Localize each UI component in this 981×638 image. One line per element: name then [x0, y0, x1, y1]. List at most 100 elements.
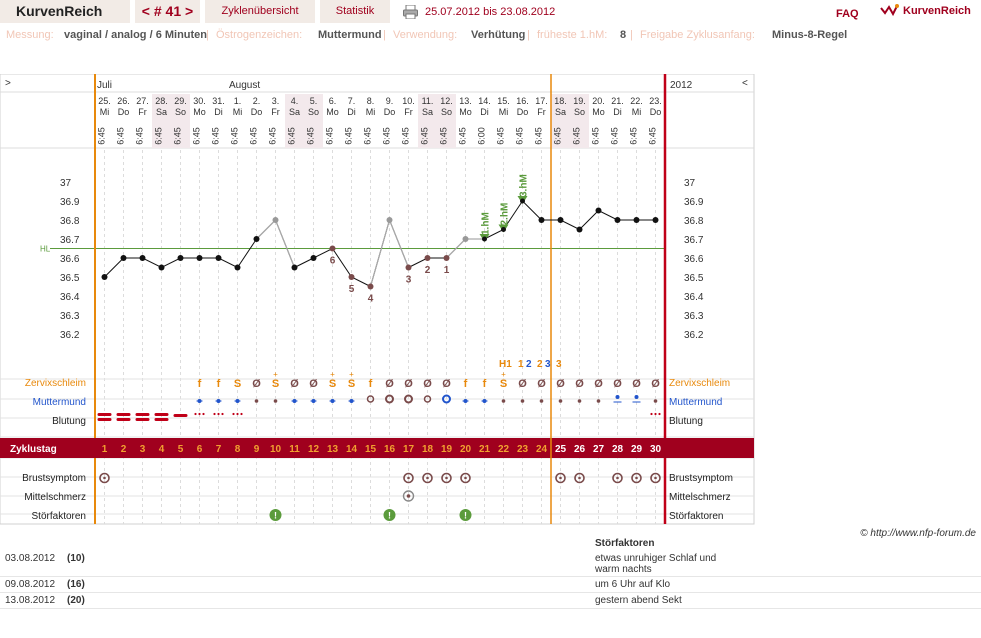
top-bar: KurvenReich < # 41 > Zyklenübersicht Sta… — [0, 0, 981, 24]
cycleday-number: 23 — [517, 444, 529, 455]
day-time: 6:45 — [515, 127, 525, 145]
cervix-symbol: Ø — [252, 378, 261, 390]
y-tick-left: 37 — [60, 178, 72, 189]
excluded-segment — [274, 219, 296, 268]
cycleday-number: 1 — [102, 444, 108, 455]
next-arrow: < — [742, 78, 748, 89]
row-label-breast: Brustsymptom — [22, 473, 86, 484]
breast-symptom-icon — [464, 476, 467, 480]
cervix-position — [539, 399, 544, 403]
temperature-point — [520, 198, 525, 204]
y-tick-right: 36.7 — [684, 235, 704, 246]
cycleday-label: Zyklustag — [10, 444, 57, 455]
note-row: 13.08.2012 (20) gestern abend Sekt — [0, 595, 981, 609]
cycleday-number: 26 — [574, 444, 586, 455]
disturbance-icon — [383, 509, 396, 521]
faq-link[interactable]: FAQ — [836, 8, 859, 20]
cycleday-number: 13 — [327, 444, 339, 455]
day-date: 13. — [459, 96, 472, 106]
cervix-symbol: f — [483, 378, 487, 390]
day-time: 6:00 — [477, 127, 487, 145]
y-tick-right: 36.2 — [684, 330, 704, 341]
cervix-position — [520, 399, 525, 403]
day-time: 6:45 — [192, 127, 202, 145]
bleeding-mark — [154, 418, 169, 421]
app-logo[interactable]: KurvenReich — [0, 0, 130, 23]
day-date: 14. — [478, 96, 491, 106]
cervix-position — [197, 399, 202, 403]
temperature-point — [424, 255, 431, 261]
cycleday-number: 22 — [498, 444, 510, 455]
cycle-overview-link[interactable]: Zyklenübersicht — [205, 0, 315, 23]
day-weekday: Mo — [592, 107, 605, 117]
usage-value: Verhütung — [471, 29, 526, 41]
temperature-point — [443, 255, 450, 261]
brand-name[interactable]: KurvenReich — [903, 5, 971, 17]
breast-symptom-icon — [426, 476, 429, 480]
cervix-position — [311, 399, 316, 403]
day-date: 26. — [117, 96, 130, 106]
cycleday-number: 2 — [121, 444, 127, 455]
day-time: 6:45 — [344, 127, 354, 145]
row-label-mm-right: Muttermund — [669, 397, 722, 408]
day-date: 17. — [535, 96, 548, 106]
cervix-symbol: Ø — [651, 378, 660, 390]
note-row: 09.08.2012 (16) um 6 Uhr auf Klo — [0, 579, 981, 593]
day-date: 10. — [402, 96, 415, 106]
temperature-point — [405, 264, 412, 271]
temperature-point — [614, 217, 621, 223]
day-weekday: So — [574, 107, 585, 117]
cervix-symbol: Ø — [575, 378, 584, 390]
day-time: 6:45 — [249, 127, 259, 145]
date-range: 25.07.2012 bis 23.08.2012 — [425, 6, 556, 18]
day-date: 28. — [155, 96, 168, 106]
cycle-chart: > <Juli August 201225.Mi6:4526.Do6:4527.Fr6… — [0, 74, 755, 525]
bleeding-mark — [135, 413, 150, 416]
day-date: 22. — [630, 96, 643, 106]
cervix-symbol: Ø — [594, 378, 603, 390]
lowlevel-count: 1 — [444, 265, 450, 276]
cervix-position — [330, 399, 335, 403]
note-date: 09.08.2012 — [5, 579, 56, 590]
cervix-symbol: S — [272, 378, 279, 390]
row-label-mittel-right: Mittelschmerz — [669, 492, 731, 503]
cervix-symbol: Ø — [404, 378, 413, 390]
cervix-symbol: S — [348, 378, 355, 390]
breast-symptom-icon — [422, 472, 433, 484]
cervix-position — [404, 394, 413, 404]
statistics-link[interactable]: Statistik — [320, 0, 390, 23]
temperature-point — [652, 217, 659, 223]
day-time: 6:45 — [439, 127, 449, 145]
day-date: 20. — [592, 96, 605, 106]
day-date: 1. — [234, 96, 242, 106]
printer-icon[interactable] — [403, 5, 418, 19]
settings-summary: Messung: vaginal / analog / 6 Minuten | … — [6, 29, 848, 41]
cycleday-number: 15 — [365, 444, 377, 455]
day-weekday: Mo — [193, 107, 206, 117]
temperature-point — [291, 264, 298, 271]
breast-symptom-icon — [631, 472, 642, 484]
cervix-symbol: Ø — [518, 378, 527, 390]
cervix-symbol: Ø — [556, 378, 565, 390]
cervix-position — [653, 399, 658, 403]
bleeding-mark — [173, 414, 188, 417]
breast-symptom-icon — [99, 472, 110, 484]
weekend-shade — [285, 94, 304, 148]
breast-symptom-icon — [403, 472, 414, 484]
cervix-position — [292, 399, 297, 403]
cycle-navigator[interactable]: < # 41 > — [135, 0, 200, 23]
cervix-position — [634, 395, 639, 399]
weekend-shade — [418, 94, 437, 148]
temperature-point — [557, 217, 564, 223]
temperature-point — [139, 255, 146, 261]
day-time: 6:45 — [154, 127, 164, 145]
note-cycleday: (10) — [67, 553, 85, 564]
month-label: Juli — [97, 80, 112, 91]
breast-symptom-icon — [635, 476, 638, 480]
day-weekday: Mi — [100, 107, 110, 117]
cycleday-number: 8 — [235, 444, 241, 455]
excluded-segment — [446, 238, 466, 259]
day-time: 6:45 — [496, 127, 506, 145]
breast-symptom-icon — [650, 472, 661, 484]
highlevel-label: 1.hM — [481, 212, 492, 235]
